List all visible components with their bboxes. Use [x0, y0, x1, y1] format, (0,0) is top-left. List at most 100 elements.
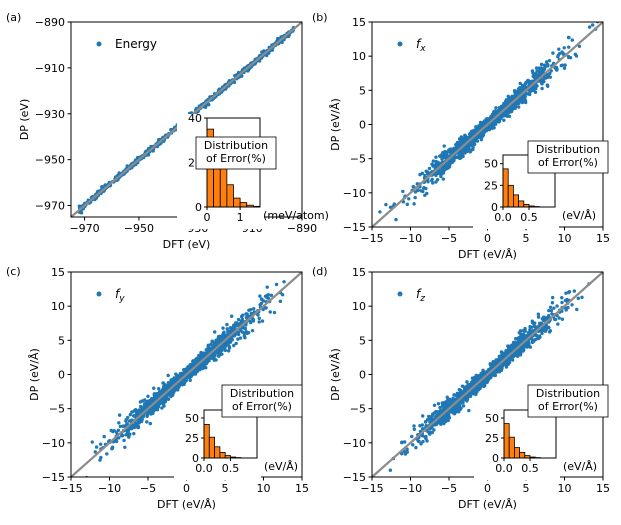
- x-tick-label: −890: [287, 222, 317, 235]
- data-point: [530, 325, 534, 329]
- data-point: [465, 380, 469, 384]
- legend-label: Energy: [115, 37, 157, 51]
- data-point: [445, 400, 450, 404]
- data-point: [448, 147, 452, 151]
- data-point: [461, 404, 466, 408]
- inset-y-tick-label: 0: [195, 201, 202, 214]
- data-point: [174, 372, 178, 376]
- data-point: [492, 113, 496, 118]
- data-point: [521, 84, 526, 88]
- data-point: [252, 306, 256, 311]
- data-point: [120, 433, 125, 438]
- inset-title-line-2: of Error(%): [232, 400, 292, 413]
- legend-label: fy: [115, 287, 125, 304]
- data-point: [128, 412, 133, 417]
- data-point: [431, 163, 436, 168]
- data-point: [412, 424, 416, 428]
- data-point: [232, 343, 236, 348]
- data-point: [425, 171, 430, 175]
- data-point: [246, 331, 251, 335]
- x-tick-label: −950: [124, 222, 154, 235]
- data-point: [469, 392, 473, 396]
- data-point: [148, 421, 153, 426]
- data-point: [100, 185, 104, 189]
- data-point: [206, 343, 210, 348]
- data-point: [580, 295, 584, 300]
- data-point: [545, 83, 550, 87]
- data-point: [262, 299, 266, 303]
- data-point: [225, 322, 229, 327]
- data-point: [459, 389, 463, 393]
- data-point: [495, 359, 500, 363]
- data-point: [210, 353, 214, 358]
- data-point: [226, 349, 231, 353]
- x-tick-label: 15: [295, 482, 309, 495]
- data-point: [139, 419, 144, 424]
- data-point: [438, 406, 442, 410]
- data-point: [162, 404, 166, 408]
- inset-y-tick-label: 50: [185, 412, 199, 425]
- data-point: [423, 173, 427, 178]
- data-point: [488, 367, 492, 371]
- data-point: [269, 293, 274, 298]
- data-point: [552, 306, 556, 310]
- parity-line: [371, 21, 604, 228]
- data-point: [142, 402, 147, 406]
- data-point: [150, 396, 154, 401]
- data-point: [556, 322, 560, 326]
- data-point: [434, 155, 438, 159]
- data-point: [221, 326, 225, 330]
- data-point: [259, 301, 264, 306]
- data-point: [536, 315, 541, 319]
- data-point: [249, 311, 253, 316]
- inset-x-tick-label: 0.0: [494, 211, 512, 224]
- data-point: [557, 316, 561, 320]
- data-point: [436, 410, 440, 414]
- data-point: [524, 344, 529, 349]
- data-point: [212, 356, 216, 361]
- data-point: [249, 307, 253, 312]
- data-point: [440, 404, 445, 408]
- y-tick-label: −10: [42, 437, 65, 450]
- y-tick-label: 15: [51, 266, 65, 279]
- data-point: [217, 334, 222, 339]
- data-point: [410, 434, 414, 439]
- y-axis-label: DP (eV): [18, 99, 31, 140]
- data-point: [236, 337, 240, 341]
- data-point: [536, 336, 541, 341]
- data-point: [539, 66, 544, 70]
- data-point: [134, 421, 139, 426]
- data-point: [510, 358, 515, 362]
- x-tick-label: −5: [140, 482, 156, 495]
- data-point: [473, 389, 478, 394]
- x-tick-label: −15: [360, 232, 383, 245]
- data-point: [500, 366, 504, 370]
- data-point: [161, 389, 166, 393]
- data-point: [227, 339, 231, 343]
- y-tick-label: −10: [343, 187, 366, 200]
- histogram-bar: [239, 202, 248, 208]
- data-point: [112, 428, 116, 433]
- histogram-bar: [513, 194, 520, 208]
- data-point: [418, 172, 422, 177]
- data-point: [105, 452, 109, 456]
- data-point: [138, 400, 143, 404]
- data-point: [549, 308, 554, 313]
- data-point: [463, 135, 467, 139]
- data-point: [220, 352, 224, 356]
- data-point: [492, 360, 496, 364]
- data-point: [205, 359, 209, 363]
- data-point: [248, 320, 253, 325]
- data-point: [243, 326, 248, 331]
- panel-label: (a): [6, 11, 21, 24]
- data-point: [510, 347, 514, 351]
- legend-symbol: f: [115, 287, 121, 301]
- data-point: [150, 410, 155, 415]
- data-point: [422, 186, 426, 190]
- data-point: [268, 310, 272, 314]
- data-point: [405, 450, 409, 454]
- data-point: [481, 368, 485, 372]
- data-point: [209, 342, 213, 347]
- data-point: [118, 424, 123, 429]
